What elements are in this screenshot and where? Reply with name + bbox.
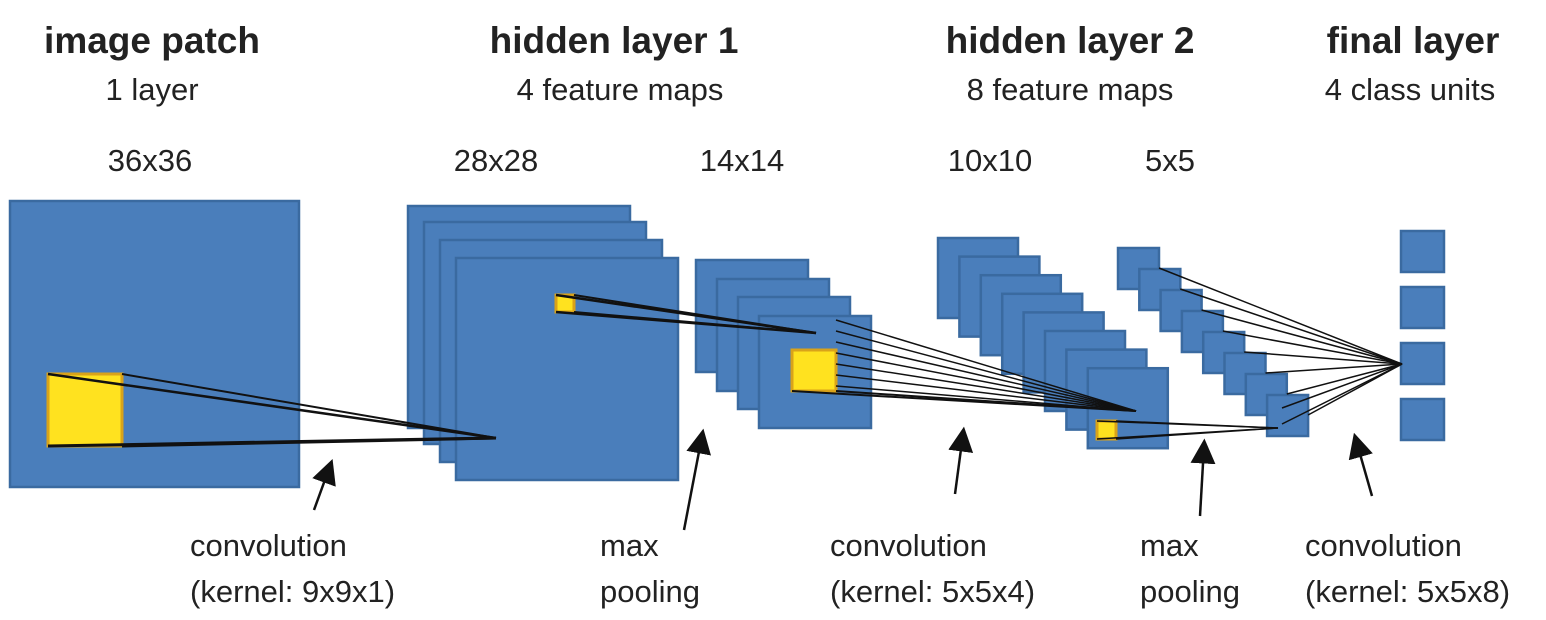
connection-line [1201, 309, 1403, 365]
operation-name: max [1140, 528, 1199, 563]
operation-label-max-pooling-2: max pooling [1140, 523, 1240, 615]
stage-title-hidden-layer-1: hidden layer 1 [489, 20, 739, 61]
connection-line [121, 436, 497, 448]
operation-label-convolution-2: convolution (kernel: 5x5x4) [830, 523, 1035, 615]
connection-line [1115, 427, 1279, 440]
hidden-layer-1-feature-map-4 [454, 256, 680, 482]
operation-name: convolution [190, 528, 347, 563]
stage-title-image-patch: image patch [44, 20, 260, 61]
connection-line [573, 294, 817, 334]
class-unit-3 [1399, 341, 1446, 386]
operation-name: convolution [830, 528, 987, 563]
operation-name: max [600, 528, 659, 563]
connection-line [1180, 288, 1403, 365]
connection-line [1286, 363, 1403, 395]
operation-label-convolution-1: convolution (kernel: 9x9x1) [190, 523, 395, 615]
operation-label-convolution-3: convolution (kernel: 5x5x8) [1305, 523, 1510, 615]
operation-label-max-pooling-1: max pooling [600, 523, 700, 615]
connection-line [1281, 363, 1403, 425]
connection-line [835, 374, 1137, 412]
kernel-9x9-input [46, 372, 124, 448]
connection-line [1115, 420, 1279, 429]
connection-line [573, 311, 817, 334]
connection-line [835, 363, 1137, 412]
size-label-10x10: 10x10 [947, 143, 1033, 178]
stage-title-final-layer: final layer [1326, 20, 1500, 61]
connection-line [1222, 330, 1403, 365]
max-pooling-1-arrow [682, 428, 711, 531]
convolution-2-arrow [948, 426, 974, 495]
stage-subtitle-hidden-layer-2: 8 feature maps [966, 72, 1174, 107]
max-pooling-2-arrow [1190, 438, 1216, 517]
class-unit-4 [1399, 397, 1446, 442]
size-label-5x5: 5x5 [1145, 143, 1195, 178]
stage-title-hidden-layer-2: hidden layer 2 [945, 20, 1195, 61]
stage-subtitle-image-patch: 1 layer [105, 72, 199, 107]
connection-line [47, 372, 497, 440]
operation-detail: pooling [600, 574, 700, 609]
convolution-1-arrow [312, 458, 336, 511]
operation-detail: (kernel: 5x5x8) [1305, 574, 1511, 609]
operation-detail: (kernel: 5x5x4) [830, 574, 1036, 609]
size-label-28x28: 28x28 [453, 143, 539, 178]
class-unit-2 [1399, 285, 1446, 330]
connection-line [835, 330, 1137, 412]
connection-line [1158, 267, 1403, 365]
kernel-5x5-pooled-1 [790, 348, 838, 393]
connection-line [835, 319, 1137, 412]
connection-line [1244, 351, 1403, 365]
operation-name: convolution [1305, 528, 1462, 563]
class-unit-1 [1399, 229, 1446, 274]
kernel-hidden-2 [1095, 419, 1118, 441]
convolution-3-arrow [1348, 432, 1374, 497]
connection-line [1265, 363, 1403, 374]
connection-line [121, 373, 497, 439]
connection-line [835, 341, 1137, 412]
connection-line [835, 352, 1137, 412]
pooled-map-2-8 [1265, 393, 1310, 438]
size-label-14x14: 14x14 [699, 143, 785, 178]
connection-line [1281, 363, 1403, 409]
operation-detail: (kernel: 9x9x1) [190, 574, 396, 609]
size-label-36x36: 36x36 [107, 143, 193, 178]
stage-subtitle-hidden-layer-1: 4 feature maps [516, 72, 724, 107]
operation-detail: pooling [1140, 574, 1240, 609]
connection-line [835, 390, 1137, 412]
stage-subtitle-final-layer: 4 class units [1324, 72, 1496, 107]
